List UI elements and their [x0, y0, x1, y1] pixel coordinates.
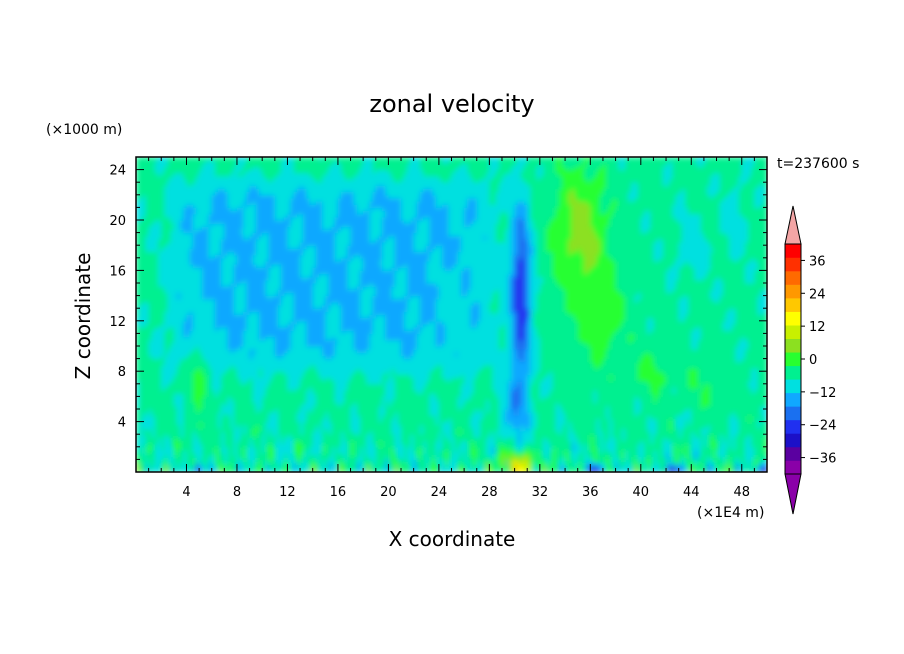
- colorbar-swatch: [785, 419, 801, 434]
- colorbar-swatch: [785, 392, 801, 407]
- colorbar-swatch: [785, 379, 801, 394]
- colorbar-swatch: [785, 298, 801, 312]
- x-axis-ticks: 4 8 12 16 20 24 28 32 36 40 44 48: [135, 157, 768, 500]
- colorbar-over-triangle: [784, 205, 802, 245]
- colorbar-tick-label: −24: [809, 419, 836, 434]
- colorbar-swatch: [785, 311, 801, 326]
- colorbar-swatch: [785, 325, 801, 340]
- colorbar: 36 24 12 0 −12 −24 −36: [784, 205, 836, 515]
- colorbar-swatch: [785, 365, 801, 380]
- colorbar-swatch: [785, 284, 801, 299]
- x-tick-label: 12: [279, 485, 296, 500]
- colorbar-swatch: [785, 352, 801, 367]
- x-tick-label: 16: [330, 485, 347, 500]
- y-tick-label: 20: [109, 214, 126, 229]
- colorbar-swatch: [785, 338, 801, 353]
- y-tick-label: 8: [118, 365, 126, 380]
- y-tick-label: 16: [109, 264, 126, 279]
- time-label: t=237600 s: [777, 156, 859, 172]
- colorbar-tick-label: 12: [809, 320, 826, 335]
- colorbar-tick-label: 0: [809, 353, 817, 368]
- colorbar-tick-label: 36: [809, 254, 826, 269]
- x-tick-label: 44: [683, 485, 700, 500]
- x-tick-label: 40: [633, 485, 650, 500]
- colorbar-swatch: [785, 433, 801, 448]
- x-tick-label: 20: [380, 485, 397, 500]
- x-tick-label: 8: [233, 485, 241, 500]
- colorbar-swatch: [785, 460, 801, 475]
- x-tick-label: 24: [431, 485, 448, 500]
- colorbar-swatch: [785, 446, 801, 461]
- x-tick-label: 32: [532, 485, 549, 500]
- y-unit-label: (×1000 m): [46, 122, 122, 138]
- x-tick-label: 4: [182, 485, 190, 500]
- y-tick-label: 24: [109, 164, 126, 179]
- colorbar-tick-label: 24: [809, 287, 826, 302]
- colorbar-swatch: [785, 271, 801, 285]
- x-axis-label: X coordinate: [389, 527, 516, 551]
- colorbar-under-triangle: [784, 473, 802, 515]
- colorbar-swatch: [785, 257, 801, 272]
- x-tick-label: 28: [481, 485, 498, 500]
- chart-title: zonal velocity: [369, 90, 534, 118]
- x-unit-label: (×1E4 m): [697, 505, 764, 521]
- colorbar-tick-label: −12: [809, 386, 836, 401]
- y-axis-label: Z coordinate: [71, 253, 95, 380]
- colorbar-swatch: [785, 244, 801, 258]
- colorbar-swatch: [785, 406, 801, 421]
- x-tick-label: 36: [582, 485, 599, 500]
- y-axis-ticks: 4 8 12 16 20 24: [109, 156, 767, 473]
- x-tick-label: 48: [733, 485, 750, 500]
- heatmap-field: [136, 157, 767, 472]
- y-tick-label: 12: [109, 315, 126, 330]
- colorbar-tick-label: −36: [809, 452, 836, 467]
- y-tick-label: 4: [118, 416, 126, 431]
